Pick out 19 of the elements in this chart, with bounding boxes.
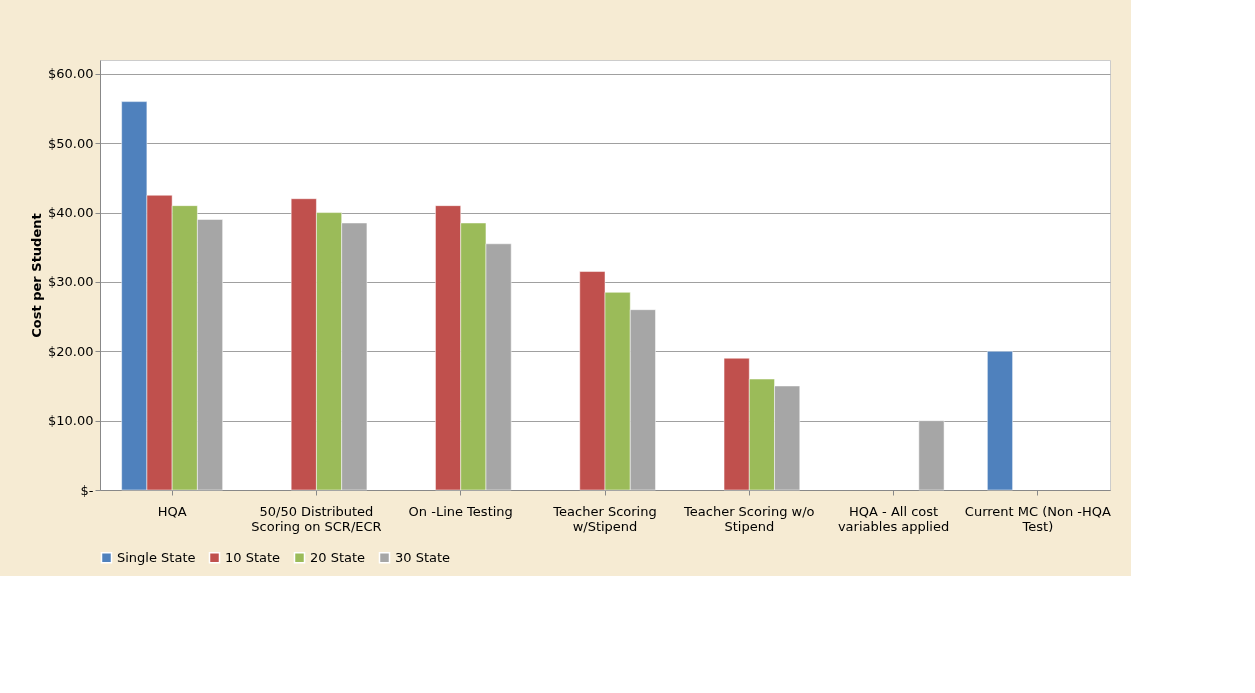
x-tick-label: Teacher Scoring w/o Stipend xyxy=(683,503,815,534)
legend-label: 10 State xyxy=(225,549,281,565)
y-tick-label: $- xyxy=(80,482,94,498)
x-tick-label: Teacher Scoring w/Stipend xyxy=(552,503,657,534)
y-tick-label: $20.00 xyxy=(48,343,94,359)
y-tick-label: $10.00 xyxy=(48,413,94,429)
y-axis-title: Cost per Student xyxy=(29,213,45,338)
x-tick-label: 50/50 Distributed Scoring on SCR/ECR xyxy=(251,503,382,534)
legend-label: Single State xyxy=(117,549,196,565)
x-tick-label: HQA - All cost variables applied xyxy=(837,503,950,534)
x-tick-label: On -Line Testing xyxy=(408,503,513,519)
legend-label: 20 State xyxy=(310,549,366,565)
y-tick-label: $50.00 xyxy=(48,135,94,151)
x-tick-label: HQA xyxy=(157,503,187,519)
legend-label: 30 State xyxy=(395,549,451,565)
y-tick-label: $60.00 xyxy=(48,66,94,82)
x-tick-label: Current MC (Non -HQA Test) xyxy=(964,503,1112,534)
y-tick-label: $40.00 xyxy=(48,205,94,221)
y-tick-label: $30.00 xyxy=(48,274,94,290)
